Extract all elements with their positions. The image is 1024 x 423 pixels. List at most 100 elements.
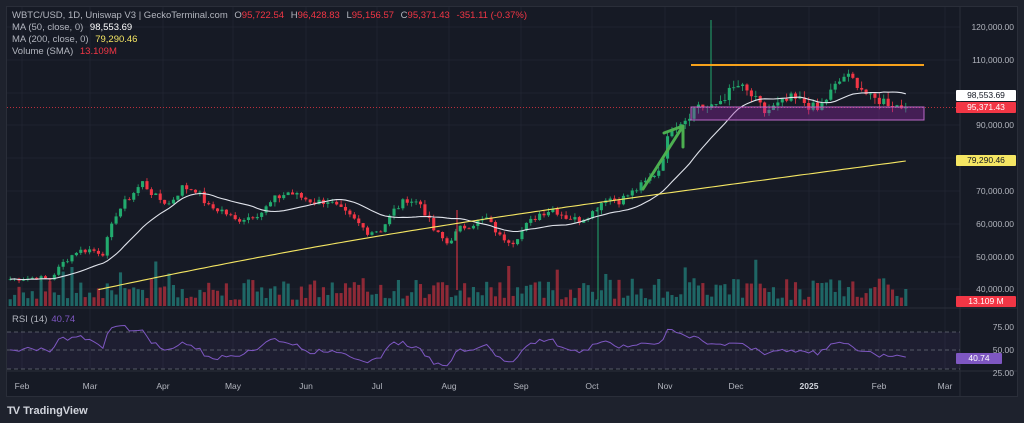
time-axis-label: Jun xyxy=(299,381,313,391)
volume-bar xyxy=(621,297,625,306)
candles xyxy=(8,69,908,284)
candle-body xyxy=(410,201,414,203)
ohlc-open: 95,722.54 xyxy=(241,10,285,21)
candle-body xyxy=(348,210,352,215)
volume-bar xyxy=(498,282,502,306)
volume-bar xyxy=(229,299,233,306)
volume-bar xyxy=(79,282,83,306)
volume-bar xyxy=(670,295,674,306)
candle-body xyxy=(374,231,378,233)
time-axis-label: Dec xyxy=(728,381,744,391)
volume-bar xyxy=(352,282,356,306)
candle-body xyxy=(816,102,820,110)
volume-bar xyxy=(846,287,850,306)
candle-body xyxy=(449,240,453,244)
volume-bar xyxy=(370,294,374,306)
candle-body xyxy=(233,215,237,220)
volume-bar xyxy=(207,282,211,306)
candle-body xyxy=(317,199,321,205)
candle-body xyxy=(388,215,392,225)
tradingview-logo[interactable]: TV TradingView xyxy=(7,405,88,417)
candle-body xyxy=(207,203,211,205)
volume-bar xyxy=(573,297,577,306)
volume-bar xyxy=(436,282,440,306)
candle-body xyxy=(643,180,648,183)
ma200-row[interactable]: MA (200, close, 0) 79,290.46 xyxy=(12,34,527,46)
volume-bar xyxy=(860,297,864,306)
candle-body xyxy=(542,213,546,216)
volume-bar xyxy=(507,265,511,306)
volume-bar xyxy=(688,282,692,306)
volume-bar xyxy=(458,290,462,306)
time-axis-label: Sep xyxy=(513,381,529,391)
volume-bar xyxy=(180,289,184,306)
candle-body xyxy=(868,93,873,95)
candle-body xyxy=(110,223,114,238)
volume-bar xyxy=(767,291,771,306)
candle-body xyxy=(101,253,105,256)
volume-bar xyxy=(643,298,648,306)
volume-bar xyxy=(838,280,842,306)
candle-body xyxy=(163,199,167,204)
candle-body xyxy=(39,276,43,280)
ohlc-low: 95,156.57 xyxy=(351,10,395,21)
candle-body xyxy=(502,234,506,241)
candle-body xyxy=(661,158,665,171)
candle-body xyxy=(268,202,273,207)
candle-body xyxy=(824,99,828,103)
candle-body xyxy=(202,191,206,204)
volume-row[interactable]: Volume (SMA) 13.109M xyxy=(12,46,527,58)
rsi-value: 40.74 xyxy=(51,314,76,325)
price-axis-label: 120,000.00 xyxy=(971,22,1014,32)
candle-body xyxy=(43,276,48,279)
candle-body xyxy=(776,102,780,106)
volume-bar xyxy=(855,296,859,306)
volume-bar xyxy=(145,298,149,306)
candle-body xyxy=(529,218,533,223)
candle-body xyxy=(123,199,127,209)
volume-bar xyxy=(630,278,634,306)
volume-bar xyxy=(224,283,228,306)
ma50-row[interactable]: MA (50, close, 0) 98,553.69 xyxy=(12,22,527,34)
volume-bar xyxy=(260,287,264,306)
volume-bar xyxy=(414,280,418,306)
candle-body xyxy=(370,232,374,235)
candle-body xyxy=(657,170,661,176)
candle-body xyxy=(286,192,290,196)
candle-body xyxy=(701,104,705,107)
volume-bar xyxy=(335,293,339,306)
candle-body xyxy=(793,93,798,99)
volume-bar xyxy=(149,278,153,306)
volume-bar xyxy=(626,295,630,306)
volume-bar xyxy=(789,299,793,306)
candle-body xyxy=(357,218,361,224)
volume-bar xyxy=(771,287,775,306)
volume-bar xyxy=(220,295,224,306)
volume-bar xyxy=(193,297,198,306)
volume-bar xyxy=(304,297,308,306)
volume-bar xyxy=(202,292,206,306)
candle-body xyxy=(176,195,180,200)
symbol-info[interactable]: WBTC/USD, 1D, Uniswap V3 | GeckoTerminal… xyxy=(12,10,228,21)
volume-bar xyxy=(30,291,34,306)
candle-body xyxy=(533,218,537,221)
candle-body xyxy=(621,195,625,205)
time-axis-label: Jul xyxy=(371,381,383,391)
candle-body xyxy=(833,83,837,90)
volume-bar xyxy=(776,298,780,306)
rsi-legend[interactable]: RSI (14) 40.74 xyxy=(12,314,75,325)
volume-bar xyxy=(705,294,709,306)
candle-body xyxy=(454,231,458,241)
volume-bar xyxy=(48,281,52,306)
volume-bar xyxy=(824,282,828,306)
candle-body xyxy=(524,222,528,231)
volume-bar xyxy=(114,294,118,306)
volume-bar xyxy=(842,296,846,306)
candle-body xyxy=(546,212,550,216)
volume-bar xyxy=(568,289,573,306)
candle-body xyxy=(418,201,423,205)
candle-body xyxy=(507,240,511,243)
candle-body xyxy=(21,279,25,281)
candle-body xyxy=(264,206,268,213)
